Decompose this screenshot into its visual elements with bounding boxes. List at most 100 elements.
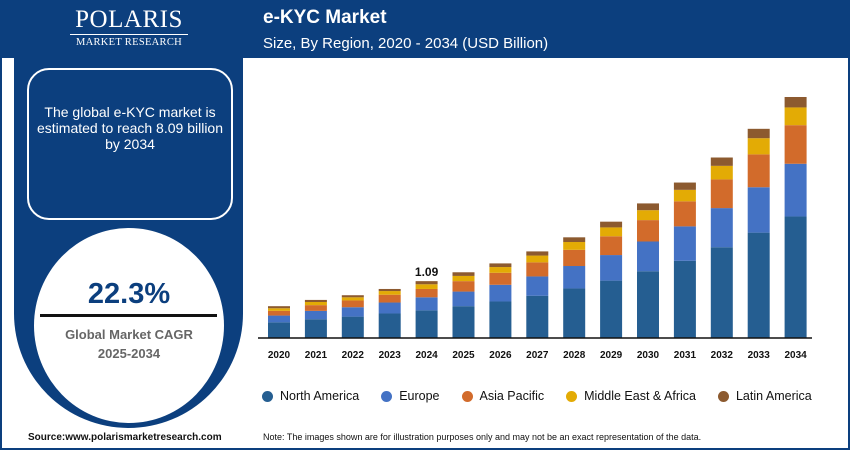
bar-segment-2027-2 <box>526 262 549 277</box>
bar-segment-2028-2 <box>563 249 586 267</box>
bar-segment-2021-3 <box>304 302 327 306</box>
chart-legend: North America Europe Asia Pacific Middle Ea… <box>262 389 834 403</box>
cagr-circle <box>34 228 224 423</box>
bar-segment-2028-4 <box>563 237 586 243</box>
bar-segment-2030-1 <box>637 241 659 272</box>
bar-segment-2032-1 <box>710 208 733 248</box>
bar-segment-2031-1 <box>673 226 696 261</box>
data-label: 1.09 <box>415 265 439 279</box>
bar-segment-2028-1 <box>563 266 586 289</box>
legend-item: North America <box>262 389 359 403</box>
bar-segment-2020-4 <box>268 306 290 309</box>
x-tick-label: 2030 <box>637 350 660 361</box>
bar-segment-2025-0 <box>452 306 475 338</box>
bar-segment-2024-1 <box>415 297 438 311</box>
bar-segment-2025-4 <box>452 272 475 276</box>
x-tick-label: 2028 <box>563 350 586 361</box>
bar-segment-2031-2 <box>673 201 696 227</box>
bar-segment-2032-0 <box>710 247 733 338</box>
bar-segment-2033-4 <box>747 128 770 139</box>
bar-segment-2027-4 <box>526 251 549 256</box>
info-box: The global e-KYC market is estimated to … <box>27 68 233 220</box>
logo-main: POLARIS <box>75 6 183 33</box>
legend-label: North America <box>280 389 360 403</box>
polaris-logo: POLARIS MARKET RESEARCH <box>70 7 188 48</box>
bar-segment-2023-0 <box>378 313 401 338</box>
logo-sub: MARKET RESEARCH <box>70 34 188 48</box>
bar-segment-2023-1 <box>378 302 401 314</box>
bar-segment-2026-3 <box>489 267 512 273</box>
cagr-value: 22.3% <box>87 278 171 310</box>
bar-segment-2021-0 <box>304 319 327 338</box>
bar-segment-2024-4 <box>415 281 438 285</box>
bar-segment-2034-0 <box>784 216 807 338</box>
source-text: Source:www.polarismarketresearch.com <box>28 432 222 443</box>
bar-segment-2023-4 <box>378 288 401 292</box>
bar-segment-2030-0 <box>637 271 659 338</box>
legend-swatch <box>262 390 273 402</box>
bar-segment-2022-2 <box>341 300 364 308</box>
bar-segment-2025-3 <box>452 275 475 282</box>
stacked-bar-chart: 2020 2021 2022 2023 2024 1.09 2025 2026 2027 2028… <box>258 96 812 361</box>
bar-segment-2021-2 <box>304 305 327 311</box>
bar-segment-2024-0 <box>415 310 438 338</box>
legend-swatch <box>461 390 473 402</box>
note-text: Note: The images shown are for illustrat… <box>263 432 702 442</box>
bar-segment-2034-3 <box>784 107 807 126</box>
bar-segment-2022-1 <box>341 307 364 317</box>
bar-segment-2026-1 <box>489 284 512 302</box>
bar-segment-2023-2 <box>378 294 401 303</box>
bar-segment-2029-1 <box>600 255 623 281</box>
bar-segment-2031-3 <box>673 189 696 202</box>
x-tick-label: 2027 <box>526 350 549 361</box>
legend-swatch <box>566 390 578 402</box>
bar-segment-2025-1 <box>452 291 475 307</box>
bar-segment-2020-1 <box>268 315 290 323</box>
x-tick-label: 2034 <box>784 350 807 361</box>
legend-swatch <box>381 390 393 402</box>
x-tick-label: 2033 <box>748 350 771 361</box>
bar-segment-2020-3 <box>268 308 290 311</box>
x-tick-label: 2029 <box>600 350 623 361</box>
bar-segment-2032-3 <box>710 165 733 180</box>
bar-segment-2022-4 <box>341 295 364 298</box>
bar-segment-2028-0 <box>563 288 586 338</box>
legend-item: Latin America <box>717 389 812 403</box>
x-tick-label: 2025 <box>452 350 475 361</box>
chart-subtitle: Size, By Region, 2020 - 2034 (USD Billio… <box>263 35 549 52</box>
bar-segment-2021-4 <box>304 299 327 303</box>
bar-segment-2029-3 <box>600 227 623 237</box>
legend-item: Europe <box>381 389 440 403</box>
bar-segment-2029-2 <box>600 236 623 256</box>
bar-segment-2024-2 <box>415 288 438 298</box>
bar-segment-2026-2 <box>489 272 512 285</box>
x-tick-label: 2021 <box>305 350 328 361</box>
legend-label: Europe <box>399 389 440 403</box>
cagr-label-period: 2025-2034 <box>97 346 161 361</box>
x-tick-label: 2031 <box>674 350 697 361</box>
bar-segment-2031-0 <box>673 260 696 338</box>
bar-segment-2031-4 <box>673 182 696 190</box>
bar-segment-2033-1 <box>747 187 770 233</box>
bar-segment-2029-4 <box>600 221 623 228</box>
bar-segment-2024-3 <box>415 284 438 289</box>
bar-segment-2022-3 <box>341 297 364 301</box>
bar-segment-2027-0 <box>526 295 549 338</box>
bar-segment-2033-2 <box>747 154 770 188</box>
x-tick-label: 2022 <box>342 350 365 361</box>
bar-segment-2030-4 <box>637 203 659 211</box>
bar-segment-2030-2 <box>637 220 659 242</box>
chart-title: e-KYC Market <box>263 7 387 28</box>
cagr-label: Global Market CAGR 2025-2034 <box>34 325 224 363</box>
bar-segment-2030-3 <box>637 210 659 221</box>
x-tick-label: 2020 <box>268 350 291 361</box>
bar-segment-2027-1 <box>526 276 549 296</box>
bar-segment-2020-2 <box>268 310 290 316</box>
legend-label: Asia Pacific <box>479 389 545 403</box>
x-tick-label: 2023 <box>379 350 402 361</box>
bar-segment-2026-0 <box>489 301 512 338</box>
bar-segment-2026-4 <box>489 263 512 268</box>
cagr-label-line1: Global Market CAGR <box>65 327 193 342</box>
legend-item: Middle East & Africa <box>566 389 696 403</box>
legend-label: Latin America <box>735 389 812 403</box>
